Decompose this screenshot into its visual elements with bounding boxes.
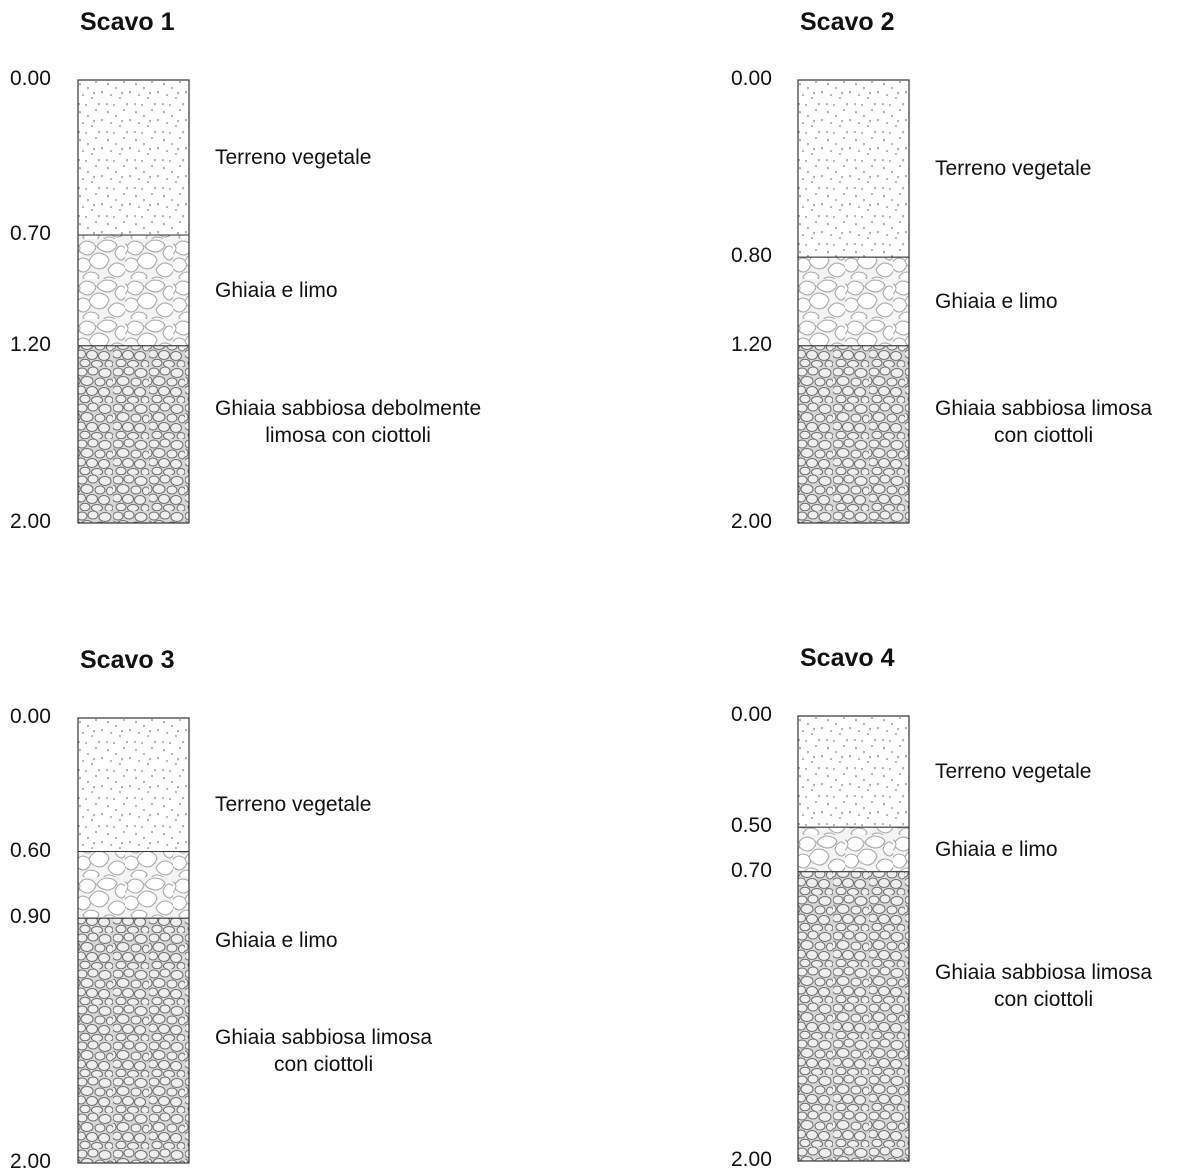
depth-label: 2.00 — [10, 510, 51, 533]
layer-terreno — [797, 715, 910, 828]
layer-ghiaia-sabbiosa — [77, 917, 190, 1164]
layer-description-line: Terreno vegetale — [215, 793, 372, 817]
layer-ghiaia-sabbiosa — [77, 345, 190, 524]
layer-description: Ghiaia sabbiosa debolmente limosa con cio… — [215, 395, 481, 449]
depth-label: 2.00 — [731, 1148, 772, 1171]
depth-label: 1.20 — [10, 332, 51, 356]
depth-label: 0.90 — [10, 905, 51, 929]
depth-label: 0.80 — [731, 244, 772, 268]
depth-label: 0.60 — [10, 838, 51, 862]
layer-ghiaia-sabbiosa — [797, 871, 910, 1162]
depth-label: 2.00 — [731, 510, 772, 533]
layer-description-line: Terreno vegetale — [215, 146, 372, 170]
column-outline — [77, 717, 190, 1164]
layer-ghiaia-sabbiosa — [797, 345, 910, 524]
layer-description-line: Ghiaia e limo — [215, 278, 338, 302]
layer-description-line: con ciottoli — [993, 424, 1094, 448]
layer-description: Terreno vegetale — [935, 758, 1091, 785]
depth-label: 0.00 — [731, 67, 772, 90]
layer-description-line: limosa con ciottoli — [265, 424, 431, 448]
layer-description-line: con ciottoli — [993, 988, 1094, 1012]
layer-description-line: Terreno vegetale — [935, 157, 1092, 181]
log-title: Scavo 3 — [80, 646, 175, 674]
layer-description-line: Terreno vegetale — [935, 760, 1092, 784]
layer-description: Ghiaia e limo — [215, 927, 338, 954]
stratigraphic-column — [77, 79, 190, 524]
layer-description: Terreno vegetale — [215, 791, 371, 818]
column-outline — [77, 79, 190, 524]
depth-label: 0.70 — [731, 858, 772, 882]
log-title: Scavo 2 — [800, 8, 895, 36]
layer-description-line: con ciottoli — [273, 1052, 374, 1076]
layer-description: Ghiaia e limo — [215, 277, 338, 304]
depth-label: 2.00 — [10, 1150, 51, 1173]
log-title: Scavo 1 — [80, 8, 175, 36]
depth-label: 1.20 — [731, 332, 772, 356]
column-outline — [797, 715, 910, 1162]
stratigraphic-column — [797, 79, 910, 524]
depth-label: 0.50 — [731, 814, 772, 838]
layer-terreno — [77, 717, 190, 852]
depth-label: 0.00 — [731, 703, 772, 726]
layer-description: Terreno vegetale — [215, 144, 371, 171]
layer-description: Terreno vegetale — [935, 155, 1091, 182]
layer-ghiaia-limo — [797, 826, 910, 873]
layer-description-line: Ghiaia sabbiosa debolmente — [215, 397, 482, 421]
layer-description-line: Ghiaia e limo — [935, 290, 1058, 313]
layer-description-line: Ghiaia e limo — [215, 928, 338, 952]
layer-ghiaia-limo — [77, 234, 190, 347]
layer-description-line: Ghiaia e limo — [935, 838, 1058, 861]
layer-description-line: Ghiaia sabbiosa limosa — [215, 1025, 433, 1049]
layer-terreno — [77, 79, 190, 236]
depth-label: 0.70 — [10, 222, 51, 246]
stratigraphic-column — [797, 715, 910, 1162]
log-title: Scavo 4 — [800, 644, 895, 672]
layer-ghiaia-limo — [77, 851, 190, 919]
depth-label: 0.00 — [10, 67, 51, 90]
layer-description: Ghiaia sabbiosa limosa con ciottoli — [935, 959, 1152, 1013]
layer-description: Ghiaia e limo — [935, 288, 1058, 315]
layer-terreno — [797, 79, 910, 258]
column-outline — [797, 79, 910, 524]
layer-description-line: Ghiaia sabbiosa limosa — [935, 961, 1153, 985]
depth-label: 0.00 — [10, 705, 51, 728]
layer-description: Ghiaia sabbiosa limosa con ciottoli — [935, 395, 1152, 449]
layer-description: Ghiaia sabbiosa limosa con ciottoli — [215, 1024, 432, 1078]
layer-description-line: Ghiaia sabbiosa limosa — [935, 397, 1153, 421]
layer-ghiaia-limo — [797, 256, 910, 347]
stratigraphic-column — [77, 717, 190, 1164]
layer-description: Ghiaia e limo — [935, 836, 1058, 863]
